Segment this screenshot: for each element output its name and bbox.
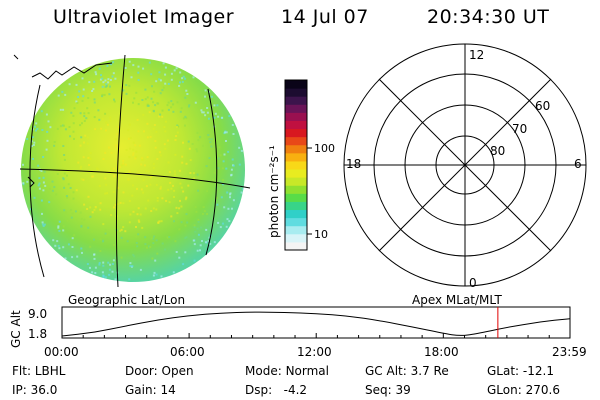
geographic-image-panel (13, 54, 251, 288)
coastline (13, 54, 19, 60)
instrument-title: Ultraviolet Imager (53, 6, 235, 28)
colorbar-step (285, 233, 307, 243)
status-filter: Flt: LBHL (12, 364, 66, 378)
colorbar-step (285, 193, 307, 202)
mlt-label-18: 18 (346, 157, 361, 171)
meridian-line (29, 84, 45, 278)
time-tick-2359: 23:59 (552, 345, 587, 359)
status-gain: Gain: 14 (125, 383, 176, 397)
time-label: 20:34:30 UT (427, 6, 550, 28)
mlat-label-70: 70 (512, 122, 527, 136)
altitude-x-ticks (61, 333, 571, 338)
colorbar-step (285, 225, 307, 235)
colorbar-tick-label-10: 10 (314, 228, 328, 241)
time-tick-0600: 06:00 (170, 345, 205, 359)
status-seq: Seq: 39 (365, 383, 411, 397)
status-door: Door: Open (125, 364, 194, 378)
date-label: 14 Jul 07 (281, 6, 369, 28)
status-ip: IP: 36.0 (12, 383, 58, 397)
image-speckle (22, 60, 245, 282)
latitude-line (19, 168, 251, 189)
status-glon: GLon: 270.6 (487, 383, 560, 397)
colorbar-tick-label-100: 100 (314, 142, 335, 155)
mlat-label-60: 60 (535, 99, 550, 113)
colorbar-step (285, 96, 307, 105)
altitude-ytick-max: 9.0 (28, 307, 47, 321)
mlt-label-6: 6 (574, 157, 582, 171)
colorbar-step (285, 217, 307, 227)
altitude-series-line (61, 311, 571, 337)
colorbar-step (285, 201, 307, 211)
colorbar: 100 10 photon cm⁻²s⁻¹ (268, 79, 335, 251)
status-dsp: Dsp: -4.2 (245, 383, 308, 397)
colorbar-step (285, 80, 307, 89)
colorbar-step (285, 128, 307, 138)
colorbar-step (285, 104, 307, 113)
altitude-ytick-min: 1.8 (28, 327, 47, 341)
time-tick-1800: 18:00 (424, 345, 459, 359)
colorbar-step (285, 169, 307, 178)
mlat-label-80: 80 (490, 144, 505, 158)
colorbar-step (285, 88, 307, 97)
colorbar-gradient (285, 80, 307, 251)
status-mode: Mode: Normal (245, 364, 329, 378)
colorbar-step (285, 185, 307, 194)
colorbar-step (285, 120, 307, 130)
apex-panel-label: Apex MLat/MLT (412, 293, 502, 307)
geographic-panel-label: Geographic Lat/Lon (68, 293, 186, 307)
apex-polar-grid: 12 0 18 6 60 70 80 (343, 43, 587, 290)
colorbar-frame (284, 79, 308, 251)
colorbar-step (285, 209, 307, 219)
status-glat: GLat: -12.1 (487, 364, 554, 378)
colorbar-units-label: photon cm⁻²s⁻¹ (268, 145, 281, 238)
colorbar-step (285, 152, 307, 162)
colorbar-step (285, 160, 307, 170)
status-gc-alt: GC Alt: 3.7 Re (365, 364, 449, 378)
mlt-label-0: 0 (469, 276, 477, 290)
coastline (31, 62, 113, 80)
colorbar-step (285, 241, 307, 251)
colorbar-step (285, 136, 307, 146)
colorbar-step (285, 112, 307, 121)
earth-disk (21, 58, 245, 282)
time-tick-0000: 00:00 (44, 345, 79, 359)
meridian-line (115, 54, 126, 288)
altitude-ylabel: GC Alt (9, 310, 23, 348)
colorbar-step (285, 144, 307, 154)
altitude-plot: GC Alt 9.0 1.8 (9, 306, 571, 348)
mlt-line-diagonal (378, 78, 552, 252)
colorbar-step (285, 177, 307, 186)
meridian-line (205, 88, 218, 256)
coastline (27, 176, 35, 188)
time-tick-1200: 12:00 (297, 345, 332, 359)
mlt-label-12: 12 (469, 48, 484, 62)
